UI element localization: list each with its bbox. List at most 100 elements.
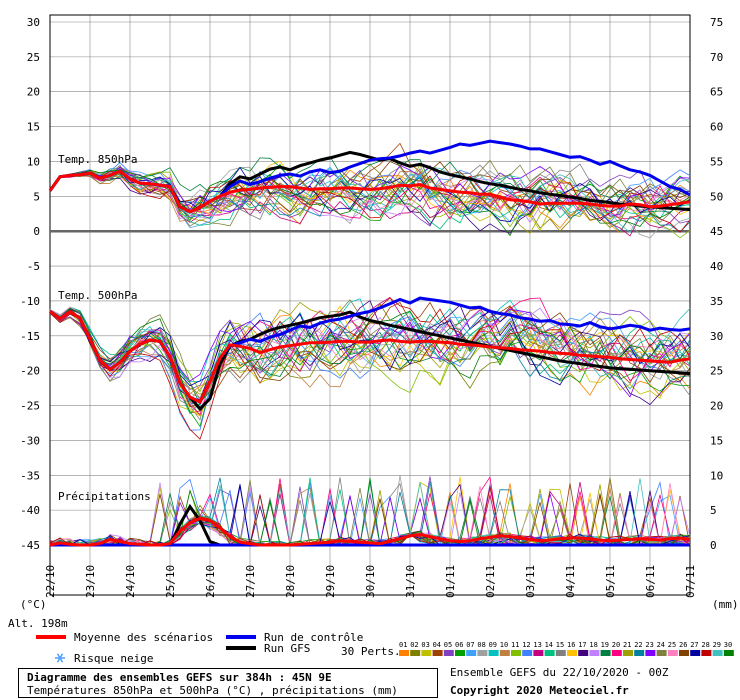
pert-swatch: [600, 650, 611, 656]
left-tick-label: -30: [20, 434, 40, 447]
pert-id-label: 05: [444, 641, 452, 649]
pert-swatch: [511, 650, 521, 656]
member-t850-line: [49, 166, 691, 233]
right-tick-label: 55: [710, 155, 723, 168]
pert-swatch: [533, 650, 544, 656]
member-t500-line: [49, 308, 691, 398]
right-tick-label: 70: [710, 51, 723, 64]
pert-id-label: 23: [645, 641, 653, 649]
pert-id-label: 10: [500, 641, 508, 649]
pert-id-label: 26: [679, 641, 687, 649]
right-tick-label: 45: [710, 225, 723, 238]
altitude-label: Alt. 198m: [8, 617, 68, 630]
perturbation-legend: 01 02 03 04 05 06 07 08 09 10 11 12 13 14 15 16 17 18 19 20…: [399, 641, 734, 656]
pert-id-label: 29: [713, 641, 721, 649]
pert-swatch: [410, 650, 421, 656]
snowflake-icon: [55, 653, 65, 663]
left-tick-label: -40: [20, 504, 40, 517]
main-series: [48, 139, 691, 547]
pert-swatch: [634, 650, 645, 656]
series-t500-line: [49, 309, 691, 405]
member-t500-line: [49, 308, 691, 428]
pert-id-label: 07: [466, 641, 474, 649]
x-tick-label: 30/10: [364, 565, 377, 598]
right-tick-label: 10: [710, 469, 723, 482]
x-tick-label: 29/10: [324, 565, 337, 598]
member-t500-line: [49, 308, 691, 405]
pert-swatch: [667, 650, 678, 656]
pert-id-label: 30: [724, 641, 732, 649]
member-t850-line: [49, 161, 691, 211]
pert-swatch: [589, 650, 600, 656]
right-tick-label: 20: [710, 400, 723, 413]
pert-id-label: 11: [511, 641, 519, 649]
left-tick-label: 15: [27, 121, 40, 134]
pert-id-label: 19: [601, 641, 609, 649]
right-tick-label: 65: [710, 86, 723, 99]
pert-swatch: [421, 650, 432, 656]
pert-id-label: 27: [690, 641, 698, 649]
left-tick-label: 25: [27, 51, 40, 64]
pert-swatch: [522, 650, 533, 656]
x-tick-label: 27/10: [244, 565, 257, 598]
pert-swatch: [555, 650, 566, 656]
pert-swatch: [679, 650, 689, 656]
pert-id-label: 13: [533, 641, 541, 649]
left-tick-label: -25: [20, 400, 40, 413]
pert-swatch: [567, 650, 577, 656]
pert-id-label: 06: [455, 641, 463, 649]
x-tick-label: 01/11: [444, 565, 457, 598]
pert-id-label: 15: [556, 641, 564, 649]
x-tick-label: 06/11: [644, 565, 657, 598]
member-t850-line: [49, 156, 691, 214]
x-tick-label: 22/10: [44, 565, 57, 598]
run-info: Ensemble GEFS du 22/10/2020 - 00Z: [450, 666, 669, 679]
member-t500-line: [49, 308, 691, 387]
pert-swatch: [466, 650, 477, 656]
pert-swatch: [578, 650, 589, 656]
x-tick-label: 31/10: [404, 565, 417, 598]
pert-id-label: 09: [489, 641, 497, 649]
series-t850-line: [48, 169, 691, 214]
pert-swatch: [611, 650, 622, 656]
pert-id-label: 16: [567, 641, 575, 649]
pert-id-label: 04: [433, 641, 441, 649]
x-axis: 22/10 23/10 24/10 25/10 26/10 27/10 28/10 29/10…: [44, 565, 697, 598]
left-tick-label: 20: [27, 86, 40, 99]
pert-id-label: 22: [634, 641, 642, 649]
pert-id-label: 01: [399, 641, 407, 649]
pert-swatch: [499, 650, 510, 656]
member-t850-line: [49, 169, 691, 237]
member-t850-line: [49, 164, 691, 235]
right-tick-label: 25: [710, 365, 723, 378]
right-tick-label: 15: [710, 434, 723, 447]
pert-swatch: [399, 650, 409, 656]
panel-title-500: Temp. 500hPa: [58, 289, 137, 302]
pert-id-label: 28: [701, 641, 709, 649]
pert-id-label: 14: [545, 641, 553, 649]
right-tick-label: 5: [710, 504, 717, 517]
left-tick-label: -45: [20, 539, 40, 552]
left-tick-label: 5: [33, 190, 40, 203]
legend-control-label: Run de contrôle: [264, 631, 363, 644]
right-tick-label: 40: [710, 260, 723, 273]
pert-swatch: [432, 650, 443, 656]
x-tick-label: 02/11: [484, 565, 497, 598]
pert-swatch: [623, 650, 633, 656]
pert-id-label: 25: [668, 641, 676, 649]
pert-swatch: [455, 650, 465, 656]
plot-frame: [49, 14, 691, 596]
panel-title-850: Temp. 850hPa: [58, 153, 137, 166]
x-tick-label: 07/11: [684, 565, 697, 598]
panel-title-precip: Précipitations: [58, 490, 151, 503]
left-tick-label: -15: [20, 330, 40, 343]
left-tick-label: -35: [20, 469, 40, 482]
pert-id-label: 02: [410, 641, 418, 649]
perts-label: 30 Perts.: [341, 645, 401, 658]
x-tick-label: 05/11: [604, 565, 617, 598]
x-tick-label: 26/10: [204, 565, 217, 598]
right-tick-label: 30: [710, 330, 723, 343]
pert-swatch: [645, 650, 656, 656]
